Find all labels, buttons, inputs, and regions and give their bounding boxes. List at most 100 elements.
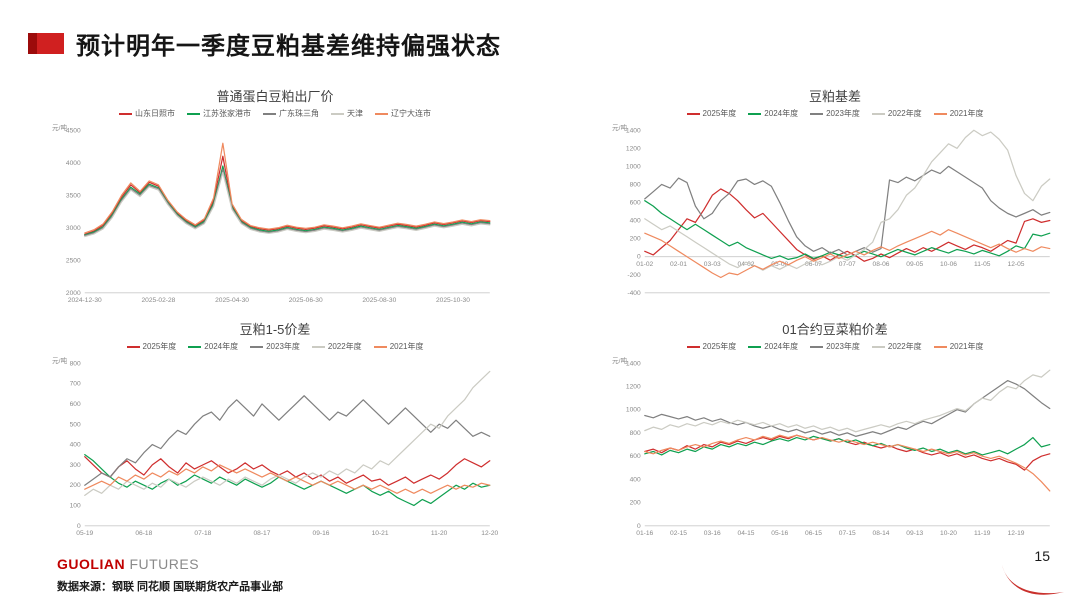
svg-text:10-06: 10-06 bbox=[940, 261, 957, 268]
svg-text:300: 300 bbox=[70, 462, 81, 469]
legend-swatch bbox=[686, 112, 700, 115]
svg-text:01-02: 01-02 bbox=[636, 261, 653, 268]
legend-label: 山东日照市 bbox=[135, 109, 175, 118]
legend-label: 2025年度 bbox=[702, 342, 737, 352]
legend-swatch bbox=[871, 112, 885, 115]
legend-item: 2022年度 bbox=[871, 108, 922, 119]
svg-text:2025-02-28: 2025-02-28 bbox=[141, 297, 175, 304]
svg-text:2025-06-30: 2025-06-30 bbox=[289, 297, 323, 304]
svg-text:07-07: 07-07 bbox=[839, 261, 856, 268]
chart-plot: 元/吨 0 200 400 600 800 1000 1200 1400 01-16 02-15 03… bbox=[612, 356, 1051, 537]
chart-title: 普通蛋白豆粕出厂价 bbox=[216, 89, 334, 104]
svg-text:4000: 4000 bbox=[66, 160, 81, 167]
svg-text:09-16: 09-16 bbox=[313, 530, 330, 537]
svg-text:400: 400 bbox=[630, 218, 641, 225]
legend-label: 2025年度 bbox=[142, 342, 177, 352]
svg-text:2024-12-30: 2024-12-30 bbox=[68, 297, 102, 304]
legend-swatch bbox=[373, 345, 387, 348]
legend-item: 山东日照市 bbox=[119, 108, 175, 119]
legend-label: 2023年度 bbox=[266, 342, 300, 352]
legend-item: 广东珠三角 bbox=[263, 108, 319, 119]
svg-text:12-05: 12-05 bbox=[1008, 261, 1025, 268]
brand-logo: GUOLIAN FUTURES bbox=[57, 556, 199, 572]
svg-text:12-20: 12-20 bbox=[481, 530, 498, 537]
legend-label: 2025年度 bbox=[702, 109, 737, 118]
chart-card-basis: 豆粕基差 2025年度 2024年度 2023年度 2022年度 2021年度 元/吨 -… bbox=[610, 86, 1060, 309]
svg-text:05-16: 05-16 bbox=[771, 530, 788, 537]
chart-plot: 元/吨 2000 2500 3000 3500 4000 4500 2024-12-30 202… bbox=[52, 123, 491, 304]
legend-swatch bbox=[119, 112, 132, 115]
legend-label: 2023年度 bbox=[826, 342, 860, 352]
legend-label: 2024年度 bbox=[764, 109, 799, 118]
legend-swatch bbox=[810, 345, 824, 348]
legend-item: 2025年度 bbox=[686, 341, 737, 352]
legend-swatch bbox=[933, 112, 947, 115]
svg-text:06-07: 06-07 bbox=[805, 261, 822, 268]
svg-text:2000: 2000 bbox=[66, 290, 81, 297]
svg-text:-200: -200 bbox=[627, 272, 641, 279]
svg-text:400: 400 bbox=[630, 477, 641, 484]
svg-text:2025-10-30: 2025-10-30 bbox=[436, 297, 470, 304]
chart-card-factory-price: 普通蛋白豆粕出厂价 山东日照市 江苏张家港市 广东珠三角 天津 辽宁大连市 元/吨 200… bbox=[50, 86, 500, 309]
svg-text:1200: 1200 bbox=[626, 145, 641, 152]
svg-text:06-18: 06-18 bbox=[135, 530, 152, 537]
legend-swatch bbox=[188, 345, 202, 348]
legend-item: 2025年度 bbox=[126, 341, 177, 352]
svg-text:700: 700 bbox=[70, 381, 81, 388]
legend-item: 辽宁大连市 bbox=[375, 108, 431, 119]
svg-text:08-17: 08-17 bbox=[253, 530, 270, 537]
legend-label: 2024年度 bbox=[764, 342, 799, 352]
chart-legend: 2025年度 2024年度 2023年度 2022年度 2021年度 bbox=[610, 108, 1060, 119]
legend-swatch bbox=[331, 112, 344, 115]
svg-text:02-15: 02-15 bbox=[670, 530, 687, 537]
svg-text:07-18: 07-18 bbox=[194, 530, 211, 537]
svg-text:-400: -400 bbox=[627, 290, 641, 297]
title-accent-marker bbox=[28, 33, 64, 54]
chart-legend: 2025年度 2024年度 2023年度 2022年度 2021年度 bbox=[610, 341, 1060, 352]
chart-title: 01合约豆菜粕价差 bbox=[782, 322, 888, 338]
legend-swatch bbox=[933, 345, 947, 348]
svg-text:02-01: 02-01 bbox=[670, 261, 687, 268]
svg-text:11-20: 11-20 bbox=[431, 530, 448, 537]
svg-text:200: 200 bbox=[70, 482, 81, 489]
legend-label: 天津 bbox=[347, 109, 363, 118]
legend-label: 2022年度 bbox=[887, 342, 922, 352]
svg-text:09-13: 09-13 bbox=[906, 530, 923, 537]
legend-label: 2023年度 bbox=[826, 109, 860, 118]
svg-text:06-15: 06-15 bbox=[805, 530, 822, 537]
svg-text:800: 800 bbox=[630, 181, 641, 188]
svg-text:08-06: 08-06 bbox=[873, 261, 890, 268]
svg-text:03-03: 03-03 bbox=[704, 261, 721, 268]
svg-text:1400: 1400 bbox=[626, 127, 641, 134]
svg-text:11-19: 11-19 bbox=[974, 530, 991, 537]
svg-text:12-19: 12-19 bbox=[1008, 530, 1025, 537]
legend-item: 2024年度 bbox=[188, 341, 238, 352]
svg-text:0: 0 bbox=[77, 523, 81, 530]
svg-text:600: 600 bbox=[630, 453, 641, 460]
legend-item: 2023年度 bbox=[810, 341, 860, 352]
svg-text:400: 400 bbox=[70, 442, 81, 449]
legend-label: 辽宁大连市 bbox=[391, 109, 431, 118]
legend-label: 2022年度 bbox=[327, 342, 362, 352]
svg-text:元/吨: 元/吨 bbox=[52, 356, 67, 365]
svg-text:1000: 1000 bbox=[626, 407, 641, 414]
legend-item: 2024年度 bbox=[748, 108, 798, 119]
legend-item: 2021年度 bbox=[933, 341, 983, 352]
svg-text:01-16: 01-16 bbox=[636, 530, 653, 537]
chart-title: 豆粕1-5价差 bbox=[239, 322, 311, 338]
svg-text:11-05: 11-05 bbox=[974, 261, 991, 268]
svg-text:08-14: 08-14 bbox=[873, 530, 890, 537]
chart-card-soy-rapeseed-spread: 01合约豆菜粕价差 2025年度 2024年度 2023年度 2022年度 2021年度… bbox=[610, 319, 1060, 542]
svg-text:0: 0 bbox=[637, 254, 641, 261]
svg-text:1000: 1000 bbox=[626, 163, 641, 170]
legend-swatch bbox=[187, 112, 200, 115]
svg-text:1400: 1400 bbox=[626, 360, 641, 367]
svg-text:元/吨: 元/吨 bbox=[52, 123, 67, 132]
svg-text:600: 600 bbox=[630, 200, 641, 207]
legend-swatch bbox=[748, 112, 762, 115]
svg-text:09-05: 09-05 bbox=[906, 261, 923, 268]
legend-item: 2025年度 bbox=[686, 108, 737, 119]
svg-text:500: 500 bbox=[70, 421, 81, 428]
svg-text:100: 100 bbox=[70, 503, 81, 510]
svg-text:3000: 3000 bbox=[66, 225, 81, 232]
